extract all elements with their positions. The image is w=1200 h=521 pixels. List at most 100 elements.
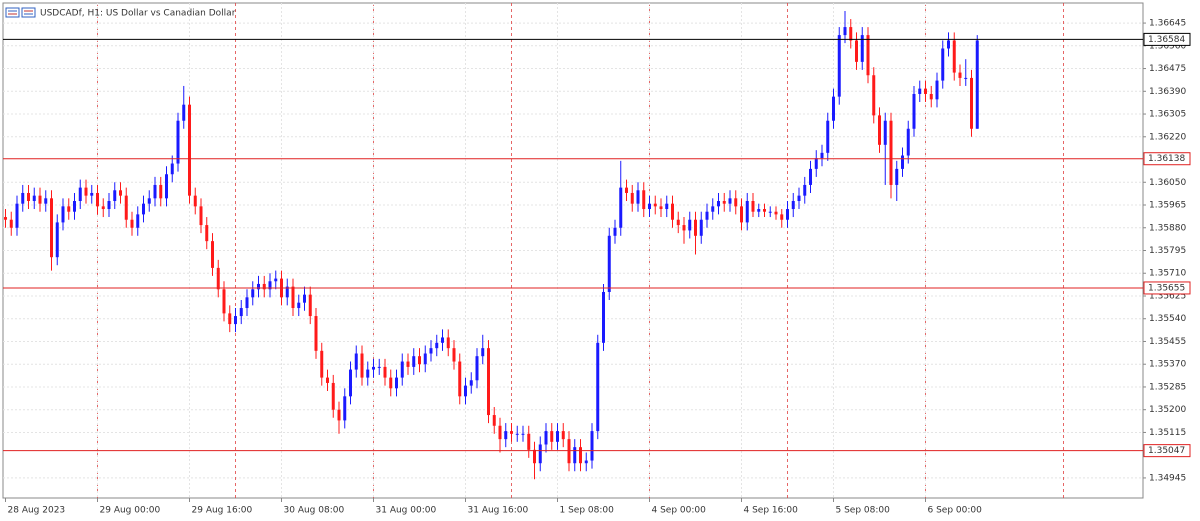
candle-body bbox=[337, 409, 341, 421]
candle-body bbox=[234, 316, 237, 325]
candle-body bbox=[527, 433, 531, 450]
candle-body bbox=[722, 201, 726, 204]
candle-body bbox=[728, 198, 732, 204]
y-tick-label: 1.35285 bbox=[1149, 382, 1186, 392]
candle-body bbox=[452, 348, 456, 362]
candle-body bbox=[952, 40, 956, 73]
candle-body bbox=[251, 289, 255, 298]
candle-body bbox=[193, 195, 197, 207]
candle-body bbox=[734, 198, 738, 207]
candle-body bbox=[303, 294, 306, 303]
candle-body bbox=[774, 211, 778, 215]
candle-body bbox=[814, 158, 818, 169]
candle-body bbox=[21, 192, 25, 204]
x-tick-label: 31 Aug 16:00 bbox=[468, 506, 529, 516]
candle-body bbox=[257, 283, 260, 290]
x-tick-label: 31 Aug 00:00 bbox=[376, 506, 437, 516]
candle-body bbox=[320, 350, 324, 378]
candle-body bbox=[188, 104, 191, 196]
candle-body bbox=[441, 337, 444, 343]
candle-body bbox=[596, 342, 600, 432]
candle-body bbox=[533, 449, 536, 464]
candle-body bbox=[745, 201, 749, 223]
candle-body bbox=[832, 96, 835, 121]
candle-body bbox=[383, 366, 387, 378]
candle-body bbox=[699, 219, 703, 236]
candle-body bbox=[142, 203, 145, 215]
candle-body bbox=[464, 385, 467, 397]
candle-body bbox=[504, 431, 508, 440]
candle-body bbox=[556, 431, 559, 442]
candle-body bbox=[567, 439, 571, 464]
candle-body bbox=[906, 128, 910, 156]
candle-body bbox=[688, 219, 692, 231]
candle-body bbox=[602, 291, 605, 343]
candle-body bbox=[510, 431, 513, 434]
candle-body bbox=[285, 286, 289, 298]
candle-body bbox=[297, 302, 301, 309]
candle-body bbox=[199, 206, 203, 226]
candle-body bbox=[165, 174, 168, 199]
candle-body bbox=[38, 195, 42, 204]
title-icon bbox=[5, 7, 36, 18]
candle-body bbox=[676, 219, 680, 226]
candle-body bbox=[418, 356, 421, 365]
candle-body bbox=[642, 190, 646, 210]
candle-body bbox=[521, 433, 525, 435]
price-level-label: 1.36584 bbox=[1148, 35, 1185, 45]
candle-body bbox=[717, 201, 720, 207]
y-tick-label: 1.35710 bbox=[1149, 269, 1186, 279]
x-tick-label: 4 Sep 00:00 bbox=[652, 506, 707, 516]
candle-body bbox=[797, 195, 801, 201]
candle-body bbox=[90, 192, 94, 196]
candle-body bbox=[947, 40, 950, 49]
candle-body bbox=[866, 35, 870, 76]
candle-body bbox=[837, 35, 841, 97]
candle-body bbox=[119, 190, 122, 196]
candle-body bbox=[360, 353, 364, 378]
candle-body bbox=[395, 377, 398, 389]
candle-body bbox=[849, 27, 853, 41]
candle-body bbox=[326, 377, 329, 383]
candle-body bbox=[924, 88, 927, 94]
candle-body bbox=[492, 415, 496, 426]
candle-body bbox=[538, 444, 542, 464]
candle-body bbox=[435, 342, 439, 349]
candle-body bbox=[843, 27, 847, 36]
candle-body bbox=[636, 190, 640, 204]
y-tick-label: 1.34945 bbox=[1149, 473, 1186, 483]
y-tick-label: 1.35370 bbox=[1149, 360, 1186, 370]
candle-body bbox=[458, 361, 462, 397]
candle-body bbox=[481, 348, 485, 357]
candle-body bbox=[147, 198, 151, 204]
candle-body bbox=[262, 283, 266, 290]
candle-body bbox=[216, 267, 220, 290]
y-tick-label: 1.35115 bbox=[1149, 428, 1186, 438]
candle-body bbox=[372, 366, 375, 370]
candle-body bbox=[768, 211, 772, 213]
candle-body bbox=[308, 294, 312, 317]
candle-body bbox=[544, 431, 548, 445]
candle-body bbox=[239, 308, 243, 317]
candle-body bbox=[27, 192, 30, 201]
candle-body bbox=[941, 48, 945, 81]
price-level-box bbox=[1143, 152, 1191, 166]
candle-body bbox=[9, 219, 13, 228]
candle-body bbox=[84, 187, 88, 196]
candle-body bbox=[96, 192, 99, 207]
candle-body bbox=[170, 163, 174, 175]
candle-body bbox=[349, 369, 352, 397]
candle-body bbox=[15, 203, 19, 228]
candle-body bbox=[826, 120, 830, 153]
candle-body bbox=[50, 198, 53, 258]
price-level-box bbox=[1143, 444, 1191, 458]
candle-body bbox=[182, 104, 186, 121]
price-level-box bbox=[1143, 32, 1191, 46]
candle-body bbox=[682, 225, 686, 231]
candle-body bbox=[32, 195, 36, 201]
candle-body bbox=[429, 348, 433, 354]
candle-body bbox=[498, 425, 502, 440]
candle-body bbox=[113, 190, 117, 201]
candle-body bbox=[67, 206, 71, 212]
candle-body bbox=[205, 225, 209, 242]
